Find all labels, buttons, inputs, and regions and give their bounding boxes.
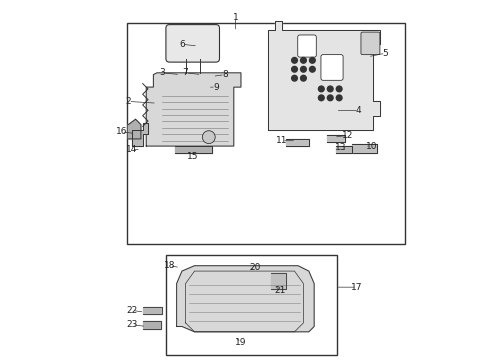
Circle shape — [291, 66, 297, 72]
Circle shape — [326, 86, 332, 92]
Text: 20: 20 — [249, 263, 261, 272]
Circle shape — [300, 66, 305, 72]
Polygon shape — [351, 144, 376, 153]
Polygon shape — [335, 146, 351, 153]
Text: 13: 13 — [334, 143, 346, 152]
Text: 9: 9 — [213, 83, 218, 92]
Circle shape — [300, 75, 305, 81]
FancyBboxPatch shape — [297, 35, 316, 57]
FancyBboxPatch shape — [165, 255, 337, 355]
Text: 21: 21 — [274, 286, 285, 295]
Circle shape — [309, 58, 315, 63]
Polygon shape — [285, 139, 308, 146]
Text: 2: 2 — [125, 97, 131, 106]
Text: 8: 8 — [222, 70, 227, 79]
Circle shape — [202, 131, 215, 144]
Circle shape — [336, 95, 341, 101]
Text: 14: 14 — [126, 145, 138, 154]
Circle shape — [309, 66, 315, 72]
Text: 6: 6 — [179, 40, 184, 49]
Text: 3: 3 — [159, 68, 165, 77]
Polygon shape — [142, 321, 160, 329]
Polygon shape — [267, 21, 380, 130]
FancyBboxPatch shape — [165, 24, 219, 62]
Circle shape — [291, 58, 297, 63]
Polygon shape — [326, 135, 344, 143]
Text: 23: 23 — [126, 320, 138, 329]
Text: 1: 1 — [232, 13, 238, 22]
Circle shape — [318, 95, 324, 101]
FancyBboxPatch shape — [360, 32, 379, 55]
Circle shape — [318, 86, 324, 92]
Polygon shape — [175, 146, 212, 153]
Text: 15: 15 — [186, 152, 198, 161]
Text: 10: 10 — [365, 141, 376, 150]
Circle shape — [326, 95, 332, 101]
Text: 17: 17 — [350, 283, 362, 292]
Text: 16: 16 — [115, 127, 127, 136]
Text: 11: 11 — [276, 136, 287, 145]
FancyBboxPatch shape — [126, 23, 405, 244]
Text: 22: 22 — [126, 306, 137, 315]
Polygon shape — [132, 123, 148, 146]
FancyBboxPatch shape — [320, 55, 343, 80]
Polygon shape — [146, 73, 241, 146]
Text: 12: 12 — [342, 131, 353, 140]
Text: 18: 18 — [163, 261, 175, 270]
Circle shape — [336, 86, 341, 92]
Circle shape — [300, 58, 305, 63]
Polygon shape — [128, 119, 141, 139]
Text: 5: 5 — [382, 49, 387, 58]
Text: 4: 4 — [355, 106, 361, 115]
Polygon shape — [176, 266, 313, 332]
Text: 7: 7 — [183, 68, 188, 77]
Circle shape — [291, 75, 297, 81]
Polygon shape — [142, 307, 162, 314]
Text: 19: 19 — [235, 338, 246, 347]
Polygon shape — [271, 273, 285, 289]
